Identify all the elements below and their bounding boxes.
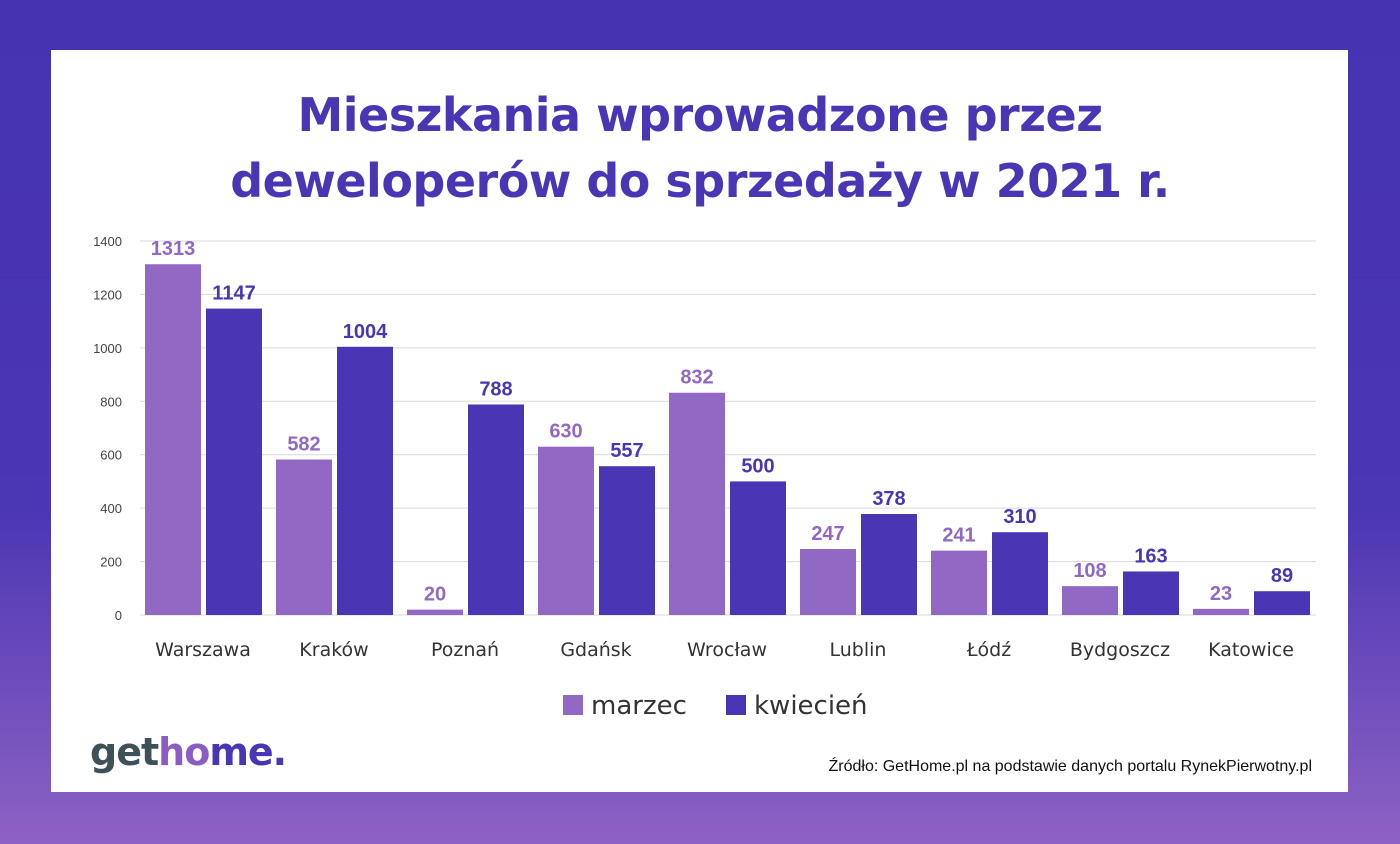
bar-kwiecień [206,308,262,615]
bar-kwiecień [1254,591,1310,615]
data-label: 241 [942,525,975,547]
x-tick-label: Wrocław [687,639,767,661]
bar-kwiecień [337,346,393,615]
legend-label: kwiecień [754,691,868,721]
data-label: 378 [872,488,905,510]
data-label: 1004 [343,321,388,343]
chart-title: Mieszkania wprowadzone przez deweloperów… [0,82,1400,214]
data-label: 89 [1271,565,1293,587]
bar-kwiecień [1123,571,1179,615]
data-label: 557 [610,440,643,462]
data-label: 582 [287,434,320,456]
y-tick-label: 1000 [93,341,122,356]
y-tick-label: 200 [100,555,122,570]
legend-swatch-marzec [563,695,583,715]
bar-marzec [669,392,725,615]
source-note: Źródło: GetHome.pl na podstawie danych p… [828,758,1312,775]
data-label: 247 [811,523,844,545]
title-line-2: deweloperów do sprzedaży w 2021 r. [230,154,1170,208]
y-tick-label: 1400 [93,234,122,249]
data-label: 630 [549,421,582,443]
bar-marzec [931,550,987,615]
x-tick-label: Bydgoszcz [1070,639,1170,661]
bar-marzec [800,549,856,615]
data-label: 310 [1003,506,1036,528]
data-label: 1147 [212,283,255,305]
x-tick-label: Poznań [431,639,499,661]
y-tick-label: 0 [115,608,122,623]
bar-marzec [1193,608,1249,615]
bar-marzec [1062,586,1118,615]
bar-marzec [538,446,594,615]
legend-label: marzec [591,691,687,721]
data-label: 500 [741,455,774,477]
data-label: 23 [1210,583,1232,605]
bar-kwiecień [599,466,655,615]
y-tick-label: 600 [100,448,122,463]
y-tick-label: 400 [100,501,122,516]
data-label: 1313 [151,238,196,260]
data-label: 20 [424,584,446,606]
x-tick-label: Warszawa [155,639,251,661]
bar-marzec [407,609,463,615]
gethome-logo: gethome. [90,730,287,774]
title-line-1: Mieszkania wprowadzone przez [297,88,1103,142]
bar-kwiecień [468,404,524,615]
x-tick-label: Łódź [966,639,1011,661]
x-tick-label: Lublin [830,639,887,661]
bar-kwiecień [730,481,786,615]
y-tick-label: 1200 [93,287,122,302]
y-tick-label: 800 [100,394,122,409]
data-label: 832 [680,367,713,389]
x-tick-label: Gdańsk [560,639,631,661]
bar-marzec [276,459,332,615]
data-label: 163 [1134,545,1167,567]
data-label: 108 [1073,560,1106,582]
bar-kwiecień [992,532,1048,615]
bar-kwiecień [861,514,917,615]
x-tick-label: Kraków [299,639,368,661]
bar-marzec [145,264,201,615]
data-label: 788 [479,378,512,400]
legend-swatch-kwiecień [726,695,746,715]
x-tick-label: Katowice [1208,639,1294,661]
